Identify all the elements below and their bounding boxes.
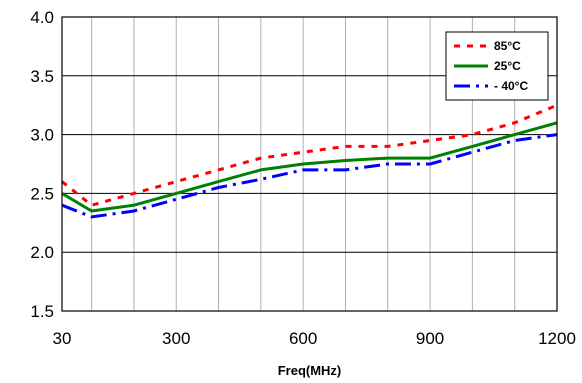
y-tick-labels: 1.5 2.0 2.5 3.0 3.5 4.0	[30, 8, 54, 321]
y-tick-label: 2.0	[30, 243, 54, 262]
x-tick-labels: 30 300 600 900 1200	[53, 329, 576, 348]
x-axis-title: Freq(MHz)	[278, 363, 342, 378]
y-tick-label: 2.5	[30, 184, 54, 203]
legend: 85°C 25°C - 40°C	[445, 31, 549, 101]
x-tick-label: 900	[416, 329, 444, 348]
x-tick-label: 30	[53, 329, 72, 348]
legend-label: - 40°C	[494, 79, 528, 93]
series-line	[61, 103, 558, 207]
y-tick-label: 3.5	[30, 67, 54, 86]
y-tick-label: 1.5	[30, 302, 54, 321]
y-tick-label: 3.0	[30, 126, 54, 145]
series-line	[61, 133, 558, 219]
y-tick-label: 4.0	[30, 8, 54, 27]
legend-label: 85°C	[494, 39, 521, 53]
x-tick-label: 600	[289, 329, 317, 348]
plot-border	[61, 16, 558, 312]
x-tick-label: 300	[162, 329, 190, 348]
legend-label: 25°C	[494, 59, 521, 73]
series-group	[61, 103, 558, 219]
x-tick-label: 1200	[538, 329, 576, 348]
series-line	[61, 121, 558, 213]
grid	[62, 16, 557, 312]
